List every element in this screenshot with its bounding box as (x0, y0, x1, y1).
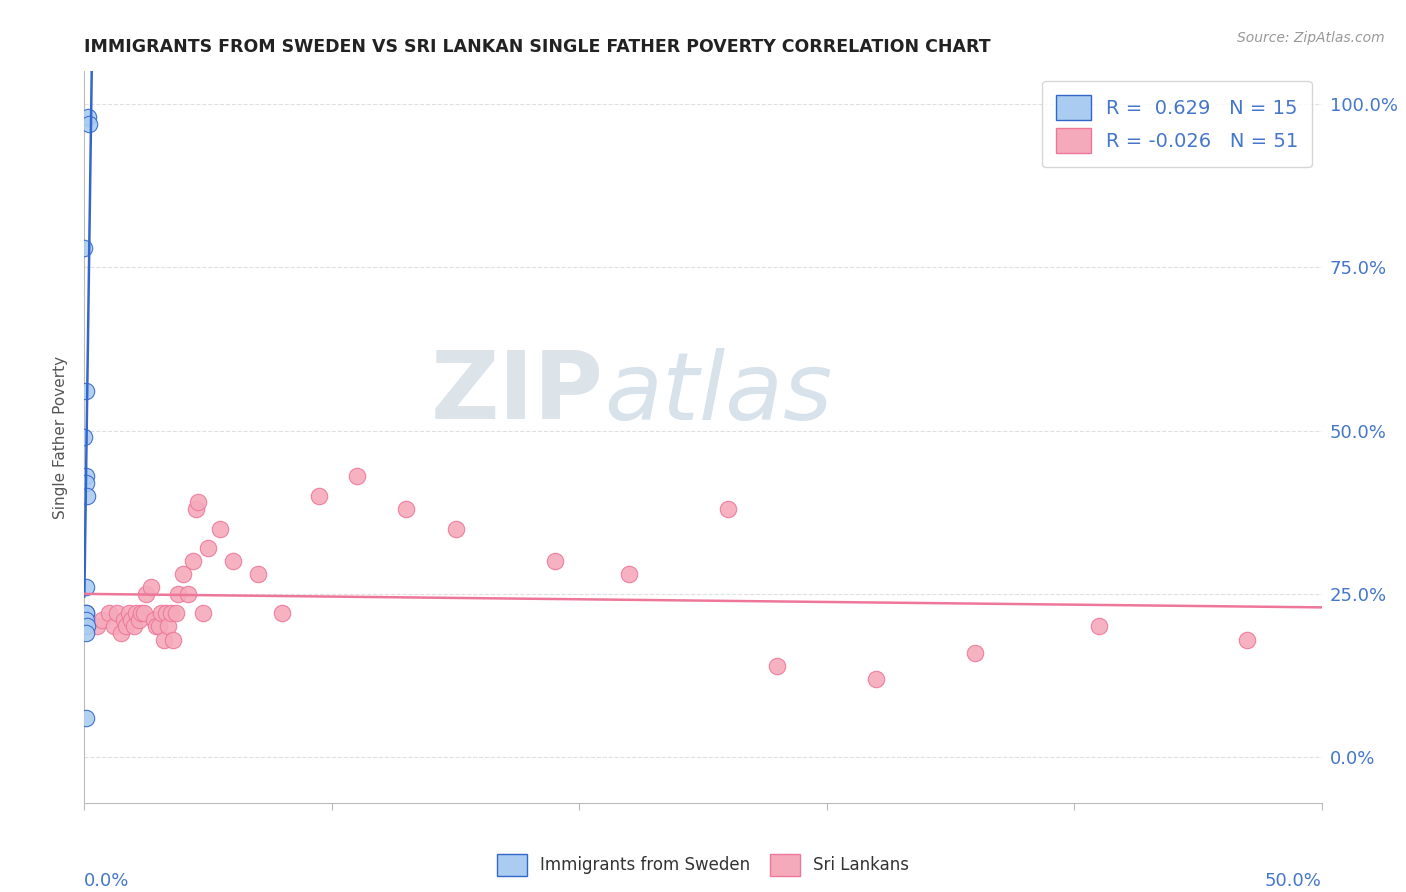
Point (145, 619, 167, 633)
Point (75, 469, 97, 483)
Point (617, 567, 640, 582)
Point (98, 607, 121, 621)
Point (76, 489, 98, 503)
Point (155, 607, 177, 621)
Point (73, 241, 96, 255)
Point (222, 554, 245, 568)
Point (73, 430, 96, 444)
Point (135, 587, 157, 601)
Point (246, 567, 269, 582)
Point (75, 711, 97, 725)
Text: ZIP: ZIP (432, 347, 605, 439)
Point (1236, 632, 1258, 647)
Point (152, 632, 174, 647)
Point (1088, 619, 1111, 633)
Point (177, 587, 200, 601)
Point (75, 475, 97, 490)
Point (125, 607, 148, 621)
Point (965, 646, 987, 660)
Text: atlas: atlas (605, 348, 832, 439)
Point (160, 607, 183, 621)
Point (110, 626, 132, 640)
Point (90, 613, 112, 627)
Point (79, 117, 101, 131)
Point (86, 619, 108, 633)
Point (122, 619, 145, 633)
Text: 0.0%: 0.0% (84, 872, 129, 890)
Point (77, 110, 100, 124)
Point (181, 554, 204, 568)
Point (103, 619, 125, 633)
Point (75, 626, 97, 640)
Point (115, 619, 138, 633)
Point (766, 658, 789, 673)
Point (75, 607, 97, 621)
Point (150, 607, 173, 621)
Point (865, 672, 887, 686)
Point (75, 607, 97, 621)
Point (120, 613, 142, 627)
Point (717, 502, 740, 516)
Point (142, 613, 165, 627)
Point (444, 522, 467, 536)
Point (157, 619, 180, 633)
Point (162, 632, 184, 647)
Point (184, 502, 207, 516)
Point (187, 495, 209, 509)
Point (128, 613, 150, 627)
Point (112, 613, 135, 627)
Point (148, 619, 170, 633)
Point (141, 580, 163, 594)
Point (165, 607, 187, 621)
Legend: Immigrants from Sweden, Sri Lankans: Immigrants from Sweden, Sri Lankans (489, 847, 917, 882)
Point (75, 580, 97, 594)
Point (395, 502, 418, 516)
Point (75, 613, 97, 627)
Point (346, 469, 368, 483)
Point (118, 607, 141, 621)
Text: Source: ZipAtlas.com: Source: ZipAtlas.com (1237, 31, 1385, 45)
Point (308, 489, 330, 503)
Point (129, 607, 152, 621)
Point (209, 522, 232, 536)
Point (271, 607, 294, 621)
Point (172, 567, 194, 582)
Y-axis label: Single Father Poverty: Single Father Poverty (53, 356, 69, 518)
Point (543, 554, 565, 568)
Text: IMMIGRANTS FROM SWEDEN VS SRI LANKAN SINGLE FATHER POVERTY CORRELATION CHART: IMMIGRANTS FROM SWEDEN VS SRI LANKAN SIN… (84, 38, 991, 56)
Point (105, 607, 128, 621)
Point (76, 619, 98, 633)
Text: 50.0%: 50.0% (1265, 872, 1322, 890)
Point (191, 607, 214, 621)
Point (167, 587, 190, 601)
Point (75, 384, 97, 399)
Point (132, 607, 155, 621)
Point (197, 541, 219, 555)
